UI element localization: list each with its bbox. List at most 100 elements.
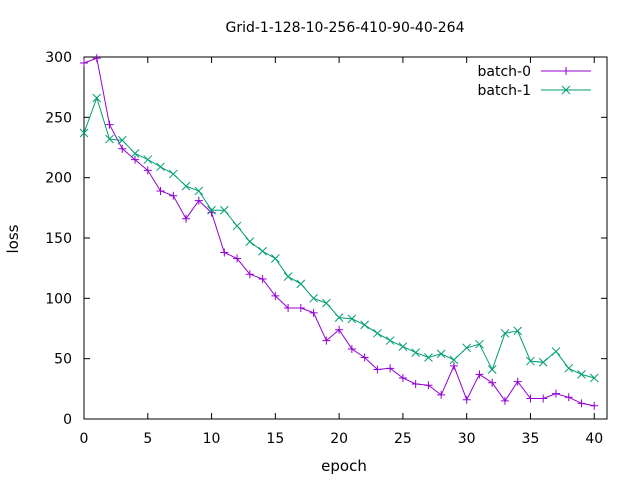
data-point-plus — [284, 303, 293, 312]
x-axis-label: epoch — [321, 457, 367, 475]
y-tick-label: 300 — [45, 50, 72, 66]
data-point-cross — [194, 186, 204, 196]
y-tick-label: 100 — [45, 291, 72, 307]
data-point-plus — [551, 389, 560, 398]
data-point-plus — [562, 67, 570, 75]
x-tick-label: 10 — [203, 431, 221, 447]
y-tick-label: 0 — [63, 412, 72, 428]
data-point-plus — [143, 166, 152, 175]
data-point-cross — [130, 149, 140, 158]
legend-item-batch-1: batch-1 — [478, 83, 591, 99]
data-point-cross — [117, 135, 127, 145]
data-point-plus — [411, 380, 420, 389]
x-tick-label: 20 — [330, 431, 348, 447]
y-tick-label: 50 — [54, 352, 72, 368]
x-tick-label: 25 — [394, 431, 412, 447]
data-point-plus — [156, 186, 165, 195]
data-point-cross — [436, 349, 446, 359]
series-batch-0 — [80, 54, 599, 410]
data-point-cross — [360, 320, 369, 330]
x-tick-label: 30 — [458, 431, 476, 447]
y-tick-label: 250 — [45, 110, 72, 126]
data-point-plus — [462, 395, 471, 404]
x-tick-label: 35 — [522, 431, 540, 447]
data-point-cross — [462, 343, 472, 353]
data-point-cross — [373, 328, 382, 338]
series-layer — [79, 54, 599, 410]
data-point-plus — [131, 155, 140, 164]
data-point-plus — [564, 393, 573, 402]
data-point-cross — [245, 237, 255, 246]
data-point-cross — [219, 205, 229, 215]
data-point-cross — [411, 348, 421, 357]
data-point-cross — [79, 128, 89, 138]
data-point-cross — [207, 205, 216, 215]
series-line-batch-1 — [83, 96, 595, 379]
x-tick-label: 40 — [585, 431, 603, 447]
axes: 0 5 10 15 20 25 30 35 40 0 50 100 150 200 250 300 — [45, 50, 608, 447]
data-point-plus — [347, 345, 356, 354]
data-point-cross — [105, 134, 114, 144]
data-point-plus — [488, 378, 497, 387]
x-tick-label: 5 — [143, 431, 152, 447]
series-line-batch-0 — [83, 57, 595, 407]
data-point-plus — [590, 401, 599, 410]
data-point-plus — [437, 390, 446, 399]
data-point-plus — [449, 361, 458, 370]
data-point-plus — [335, 325, 344, 334]
data-point-plus — [475, 370, 484, 379]
data-point-cross — [181, 181, 191, 191]
data-point-cross — [385, 336, 395, 345]
data-point-cross — [143, 155, 153, 164]
data-point-plus — [258, 275, 267, 284]
data-point-plus — [322, 336, 331, 345]
data-point-plus — [526, 394, 535, 403]
data-point-plus — [424, 381, 433, 390]
data-point-plus — [80, 59, 88, 68]
data-point-cross — [309, 293, 318, 303]
data-point-cross — [551, 347, 561, 356]
data-point-cross — [296, 279, 306, 289]
data-point-plus — [360, 353, 369, 362]
data-point-plus — [539, 394, 548, 403]
data-point-plus — [513, 377, 522, 386]
data-point-cross — [258, 246, 267, 256]
data-point-cross — [513, 326, 523, 336]
plot-border — [83, 56, 608, 420]
data-point-cross — [322, 298, 331, 308]
data-point-plus — [296, 303, 305, 312]
legend-item-batch-0: batch-0 — [478, 64, 591, 80]
data-point-plus — [500, 396, 509, 405]
data-point-cross — [398, 342, 408, 351]
y-axis-label: loss — [4, 224, 22, 253]
data-point-plus — [182, 214, 191, 223]
data-point-plus — [577, 399, 586, 408]
data-point-cross — [577, 369, 586, 379]
data-point-plus — [386, 364, 395, 373]
data-point-cross — [232, 221, 242, 231]
data-point-plus — [118, 144, 127, 153]
data-point-cross — [561, 85, 571, 95]
series-batch-1 — [79, 93, 599, 383]
data-point-plus — [271, 291, 280, 300]
data-point-cross — [334, 313, 344, 322]
legend-label: batch-0 — [478, 64, 531, 80]
chart-title: Grid-1-128-10-256-410-90-40-264 — [225, 20, 464, 36]
data-point-plus — [309, 308, 318, 317]
x-tick-label: 15 — [266, 431, 284, 447]
data-point-cross — [347, 314, 357, 324]
data-point-cross — [564, 363, 574, 373]
data-point-cross — [589, 373, 599, 383]
data-point-plus — [92, 54, 101, 63]
data-point-cross — [500, 328, 510, 338]
data-point-cross — [538, 357, 548, 367]
data-point-cross — [487, 365, 497, 374]
legend-label: batch-1 — [478, 83, 531, 99]
data-point-cross — [449, 355, 459, 365]
data-point-cross — [92, 93, 102, 103]
data-point-plus — [233, 254, 242, 263]
data-point-cross — [270, 254, 280, 263]
data-point-cross — [424, 353, 433, 362]
data-point-cross — [283, 272, 293, 281]
data-point-plus — [245, 270, 254, 279]
